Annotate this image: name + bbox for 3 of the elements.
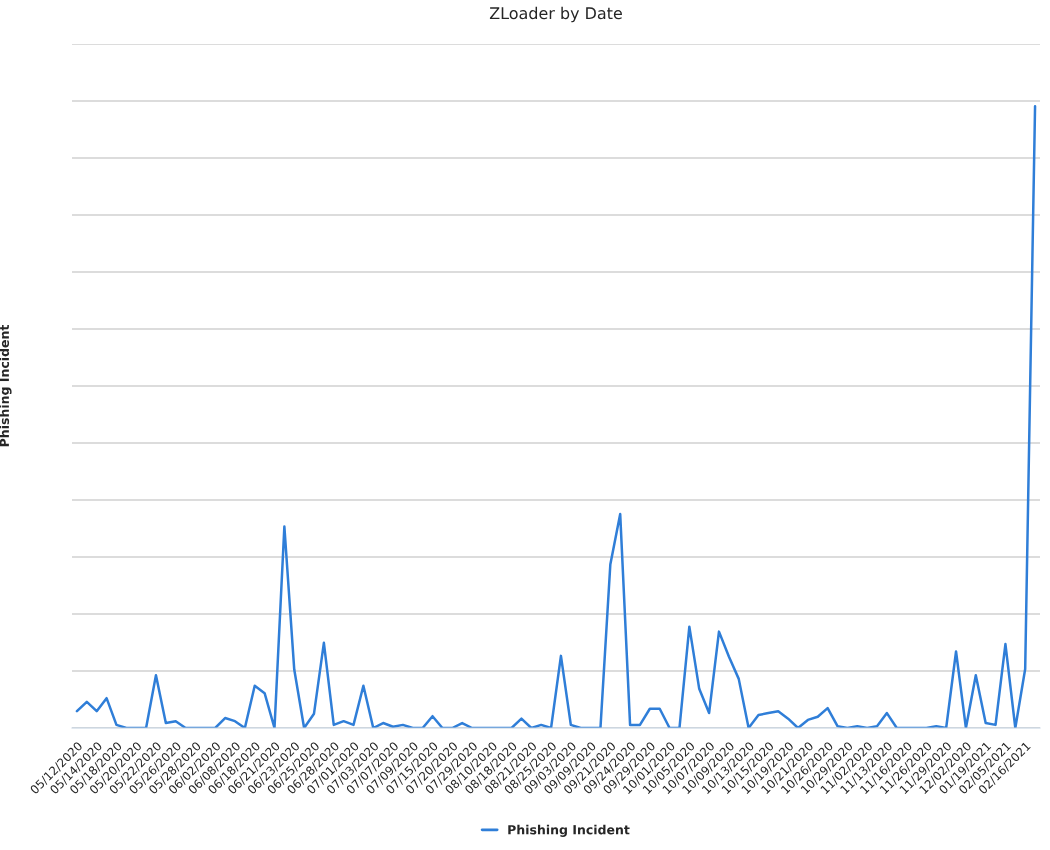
- y-axis-title: Phishing Incident: [0, 324, 12, 447]
- chart-title: ZLoader by Date: [489, 6, 622, 23]
- legend-label: Phishing Incident: [508, 824, 630, 837]
